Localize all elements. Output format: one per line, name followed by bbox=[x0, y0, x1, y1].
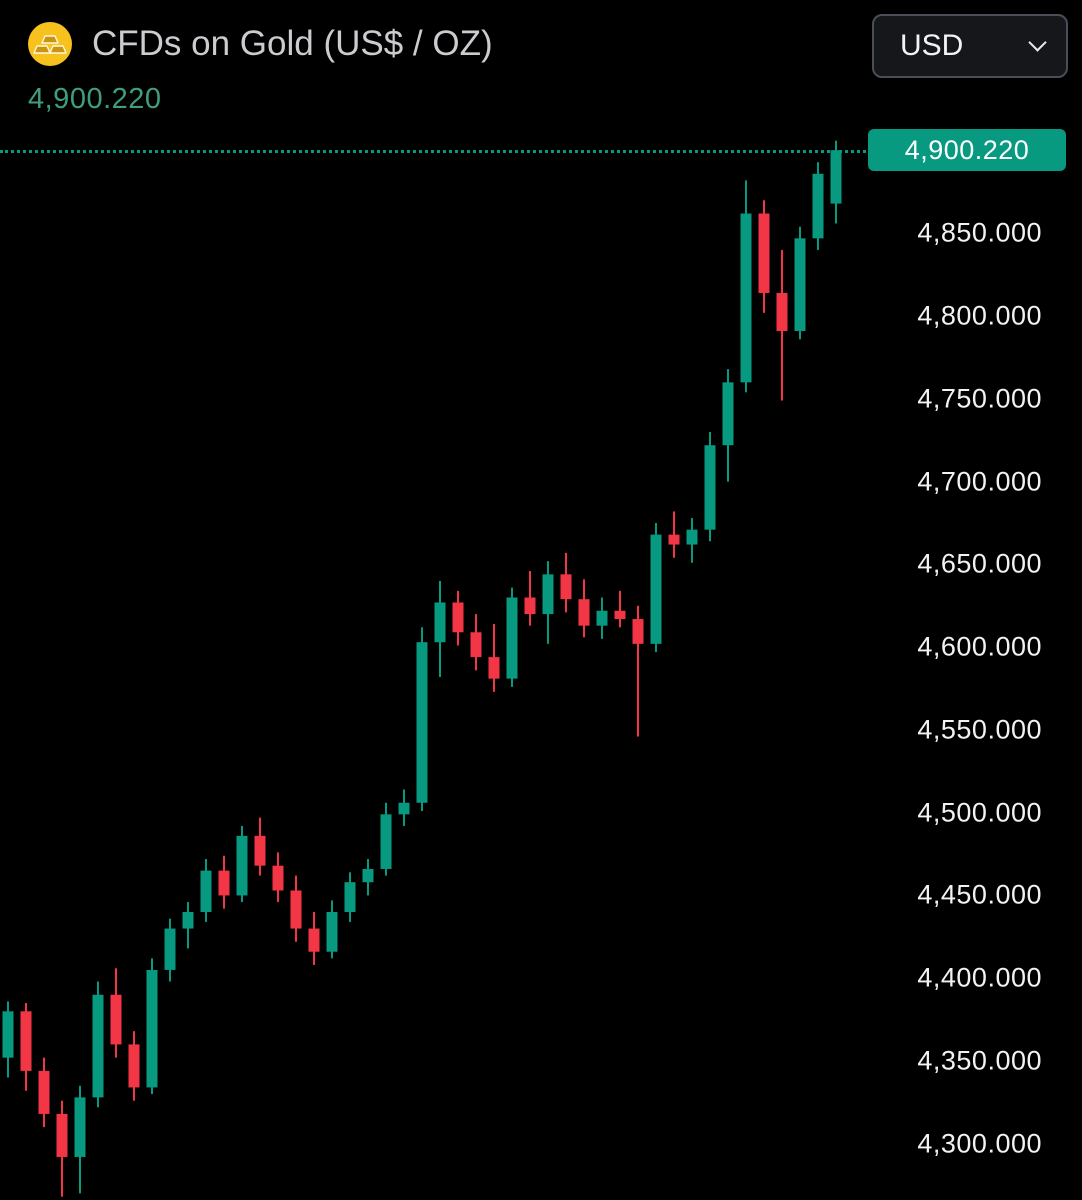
candle-body bbox=[326, 912, 338, 952]
candle-body bbox=[560, 574, 572, 600]
chart-canvas[interactable] bbox=[0, 0, 866, 1200]
candle-body bbox=[650, 534, 662, 644]
candle-body bbox=[830, 150, 842, 204]
candle-body bbox=[758, 213, 770, 293]
candle-body bbox=[614, 610, 626, 620]
candle-body bbox=[740, 213, 752, 383]
currency-dropdown[interactable]: USD bbox=[872, 14, 1068, 78]
price-tick-label: 4,650.000 bbox=[917, 548, 1042, 579]
candle-body bbox=[434, 602, 446, 643]
candle-body bbox=[290, 890, 302, 929]
candle-wick bbox=[619, 590, 621, 628]
candle-body bbox=[578, 599, 590, 626]
candle-body bbox=[128, 1044, 140, 1088]
candle-body bbox=[380, 814, 392, 869]
price-tick-label: 4,500.000 bbox=[917, 797, 1042, 828]
candle-body bbox=[506, 597, 518, 679]
price-tick-label: 4,750.000 bbox=[917, 383, 1042, 414]
price-tick-label: 4,300.000 bbox=[917, 1128, 1042, 1159]
candle-body bbox=[2, 1011, 14, 1058]
chart-header: CFDs on Gold (US$ / OZ) 4,900.220 bbox=[26, 20, 493, 116]
price-tick-label: 4,400.000 bbox=[917, 962, 1042, 993]
candle-body bbox=[398, 802, 410, 815]
candle-body bbox=[452, 602, 464, 633]
candle-wick bbox=[637, 605, 639, 737]
candle-body bbox=[236, 835, 248, 896]
price-tick-label: 4,600.000 bbox=[917, 631, 1042, 662]
candle-body bbox=[164, 928, 176, 970]
candle-body bbox=[92, 994, 104, 1098]
candle-body bbox=[38, 1070, 50, 1114]
candle-body bbox=[632, 619, 644, 644]
current-price-line bbox=[0, 150, 866, 154]
candle-body bbox=[56, 1113, 68, 1157]
current-price-badge: 4,900.220 bbox=[868, 129, 1066, 172]
candle-body bbox=[146, 969, 158, 1088]
price-tick-label: 4,450.000 bbox=[917, 879, 1042, 910]
symbol-title: CFDs on Gold (US$ / OZ) bbox=[92, 23, 493, 63]
candle-body bbox=[272, 865, 284, 891]
price-tick-label: 4,350.000 bbox=[917, 1045, 1042, 1076]
candle-body bbox=[722, 382, 734, 446]
candle-body bbox=[668, 534, 680, 545]
candle-body bbox=[182, 912, 194, 929]
candle-body bbox=[488, 657, 500, 679]
candle-body bbox=[20, 1011, 32, 1071]
candle-body bbox=[218, 870, 230, 896]
currency-dropdown-value: USD bbox=[900, 29, 964, 62]
header-current-price: 4,900.220 bbox=[28, 83, 162, 115]
candle-body bbox=[704, 445, 716, 530]
candlestick-plot bbox=[2, 140, 842, 1197]
candle-body bbox=[344, 882, 356, 912]
candle-body bbox=[542, 574, 554, 615]
candle-body bbox=[200, 870, 212, 912]
price-tick-label: 4,850.000 bbox=[917, 217, 1042, 248]
candle-body bbox=[362, 868, 374, 883]
candle-body bbox=[74, 1097, 86, 1157]
chevron-down-icon bbox=[1028, 32, 1047, 52]
candle-body bbox=[686, 529, 698, 545]
price-tick-label: 4,700.000 bbox=[917, 466, 1042, 497]
candle-body bbox=[776, 292, 788, 332]
candle-body bbox=[812, 173, 824, 239]
price-tick-label: 4,800.000 bbox=[917, 300, 1042, 331]
gold-bars-icon bbox=[26, 20, 74, 68]
candle-body bbox=[416, 642, 428, 803]
price-tick-label: 4,550.000 bbox=[917, 714, 1042, 745]
candle-body bbox=[110, 994, 122, 1045]
candle-body bbox=[596, 610, 608, 626]
candle-body bbox=[470, 632, 482, 658]
candle-body bbox=[308, 928, 320, 952]
candle-body bbox=[524, 597, 536, 615]
candle-body bbox=[794, 238, 806, 332]
candle-body bbox=[254, 835, 266, 866]
current-price-badge-label: 4,900.220 bbox=[904, 134, 1030, 165]
price-axis[interactable]: 4,900.220 4,850.000 4,800.000 4,750.000 4,7… bbox=[866, 0, 1082, 1200]
